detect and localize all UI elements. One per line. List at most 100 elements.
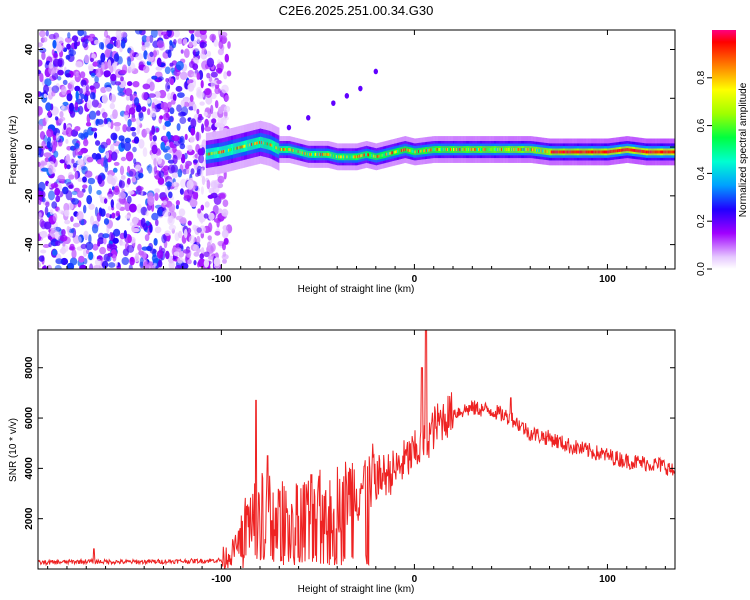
noise-blob — [67, 32, 71, 39]
spectrogram-peak-cell — [461, 148, 463, 151]
noise-blob — [197, 148, 204, 156]
spectrogram-peak-cell — [367, 153, 369, 157]
spectrogram-peak-cell — [636, 149, 638, 153]
x-tick-label: 0 — [412, 274, 418, 285]
noise-blob — [180, 99, 185, 107]
noise-blob — [204, 201, 210, 208]
spectrogram-peak-cell — [488, 148, 490, 151]
spectrogram-peak-cell — [515, 148, 517, 151]
noise-blob — [196, 235, 201, 245]
spectrogram-peak-cell — [532, 148, 534, 152]
noise-blob — [210, 243, 216, 252]
spectrogram-peak-cell — [383, 153, 385, 157]
spectrogram-peak-cell — [381, 153, 383, 157]
spectrogram-peak-cell — [219, 150, 221, 154]
spectrogram-peak-cell — [255, 141, 257, 145]
spectrogram-peak-cell — [614, 149, 616, 153]
noise-blob — [124, 214, 131, 219]
noise-blob — [54, 187, 61, 196]
noise-blob — [129, 221, 135, 227]
spectrogram-peak-cell — [356, 155, 358, 159]
noise-blob — [184, 133, 188, 140]
spectrogram-peak-cell — [575, 150, 577, 154]
noise-blob — [151, 75, 158, 80]
spectrogram-peak-cell — [386, 152, 388, 156]
spectrogram-peak-cell — [295, 149, 297, 153]
noise-blob — [120, 138, 125, 149]
spectrogram-peak-cell — [270, 143, 272, 147]
spectrogram-peak-cell — [562, 150, 564, 154]
noise-blob — [203, 111, 208, 117]
noise-blob — [177, 38, 183, 45]
spectrogram-peak-cell — [499, 148, 501, 151]
spectrogram-peak-cell — [546, 150, 548, 154]
spectrogram-peak-cell — [667, 150, 669, 154]
spectrogram-peak-cell — [237, 146, 239, 150]
spectrogram-peak-cell — [455, 148, 458, 151]
spectrogram-peak-cell — [591, 150, 593, 154]
noise-blob — [110, 36, 117, 41]
spectrogram-peak-cell — [229, 148, 231, 152]
noise-blob — [103, 236, 107, 245]
spectrogram-peak-cell — [540, 149, 542, 153]
noise-blob — [74, 171, 78, 180]
spectrogram-peak-cell — [418, 150, 420, 153]
noise-blob — [171, 172, 179, 179]
spectrogram-peak-cell — [400, 149, 403, 152]
spectrogram-peak-cell — [217, 151, 219, 155]
noise-blob — [92, 243, 99, 251]
spectrogram-peak-cell — [662, 150, 664, 154]
spectrogram-peak-cell — [518, 148, 520, 151]
figure-title: C2E6.2025.251.00.34.G30 — [279, 3, 434, 18]
noise-blob — [52, 58, 61, 67]
noise-blob — [209, 33, 217, 42]
noise-blob — [124, 137, 131, 143]
noise-blob — [193, 251, 200, 257]
noise-blob — [135, 252, 139, 261]
noise-blob — [112, 237, 119, 244]
spectrogram-peak-cell — [510, 148, 513, 151]
noise-blob — [89, 92, 96, 100]
noise-blob — [83, 248, 88, 257]
spectrogram-peak-cell — [668, 150, 670, 154]
spectrogram-peak-cell — [244, 144, 246, 148]
noise-blob — [53, 150, 59, 158]
noise-blob — [160, 102, 169, 110]
spectrogram-peak-cell — [284, 148, 286, 151]
noise-blob — [127, 234, 132, 244]
noise-blob — [190, 33, 195, 42]
spectrogram-peak-cell — [413, 150, 415, 154]
spectrogram-peak-cell — [420, 149, 422, 153]
noise-blob — [38, 255, 45, 262]
spectrogram-peak-cell — [357, 155, 359, 159]
noise-blob — [147, 195, 155, 206]
spectrogram-peak-cell — [596, 150, 598, 154]
noise-blob — [198, 113, 203, 119]
spectrogram-peak-cell — [640, 149, 642, 153]
spectrogram-peak-cell — [258, 141, 260, 145]
spectrogram-peak-cell — [366, 152, 368, 156]
noise-blob — [83, 230, 89, 240]
spectrogram-peak-cell — [576, 150, 578, 154]
snr-ticks: -100 0 100 2000 4000 6000 8000 — [24, 330, 675, 585]
noise-blob — [198, 154, 205, 164]
spectrogram-peak-cell — [486, 148, 488, 151]
noise-blob — [141, 44, 146, 52]
noise-blob — [195, 172, 200, 177]
noise-blob — [188, 235, 196, 244]
spectrogram-peak-cell — [657, 150, 659, 154]
spectrogram-peak-cell — [415, 150, 417, 154]
noise-blob — [180, 178, 187, 188]
noise-blob — [168, 224, 177, 231]
noise-blob — [78, 255, 85, 263]
spectrogram-peak-cell — [531, 148, 533, 152]
colorbar-gradient — [712, 30, 736, 269]
spectrogram-peak-cell — [638, 149, 640, 153]
noise-blob — [117, 91, 125, 97]
noise-blob — [148, 35, 154, 43]
spectrogram-peak-cell — [264, 141, 266, 145]
spectrogram-peak-cell — [504, 148, 506, 151]
harmonic-blob — [358, 85, 363, 92]
spectrogram-peak-cell — [440, 148, 442, 151]
spectrogram-peak-cell — [659, 150, 661, 154]
